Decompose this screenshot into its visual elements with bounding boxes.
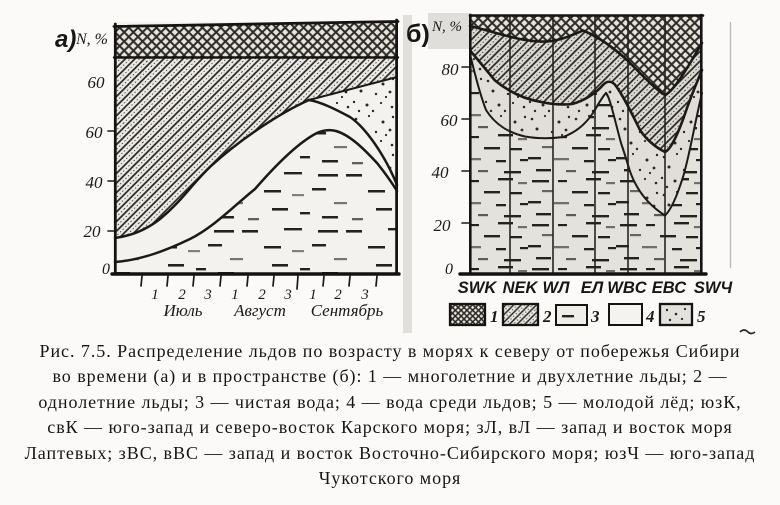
svg-text:2: 2 <box>334 287 342 303</box>
svg-text:20: 20 <box>84 222 102 241</box>
svg-text:60: 60 <box>441 111 459 130</box>
svg-text:2: 2 <box>178 287 186 303</box>
svg-text:WЛ: WЛ <box>543 279 571 297</box>
svg-text:40: 40 <box>86 173 104 192</box>
svg-text:a): a) <box>55 26 76 53</box>
svg-text:Сентябрь: Сентябрь <box>311 301 384 320</box>
svg-text:3: 3 <box>203 287 212 303</box>
svg-text:40: 40 <box>432 163 450 182</box>
svg-text:Июль: Июль <box>163 301 203 320</box>
svg-text:3: 3 <box>590 307 600 326</box>
svg-text:ЕВС: ЕВС <box>652 279 688 297</box>
svg-text:1: 1 <box>151 287 159 303</box>
svg-text:1: 1 <box>490 307 499 326</box>
svg-text:б): б) <box>406 20 430 48</box>
svg-text:SWЧ: SWЧ <box>694 279 733 297</box>
svg-text:3: 3 <box>283 287 292 303</box>
svg-text:WBC: WBC <box>607 279 647 297</box>
svg-text:3: 3 <box>360 287 369 303</box>
svg-text:2: 2 <box>258 287 266 303</box>
svg-text:2: 2 <box>542 307 552 326</box>
svg-text:N, %: N, % <box>75 31 108 48</box>
svg-text:1: 1 <box>309 287 317 303</box>
svg-text:1: 1 <box>231 287 239 303</box>
svg-text:Август: Август <box>233 301 286 320</box>
svg-text:60: 60 <box>88 73 106 92</box>
svg-text:60: 60 <box>86 123 104 142</box>
svg-text:0: 0 <box>445 261 453 278</box>
svg-text:N, %: N, % <box>431 19 462 35</box>
svg-text:5: 5 <box>697 307 706 326</box>
svg-text:80: 80 <box>442 60 460 79</box>
svg-text:20: 20 <box>434 216 452 235</box>
svg-text:4: 4 <box>645 307 655 326</box>
svg-text:SWK: SWK <box>458 279 498 297</box>
svg-text:ЕЛ: ЕЛ <box>581 279 604 297</box>
svg-text:0: 0 <box>102 261 110 278</box>
svg-text:NEK: NEK <box>503 279 539 297</box>
